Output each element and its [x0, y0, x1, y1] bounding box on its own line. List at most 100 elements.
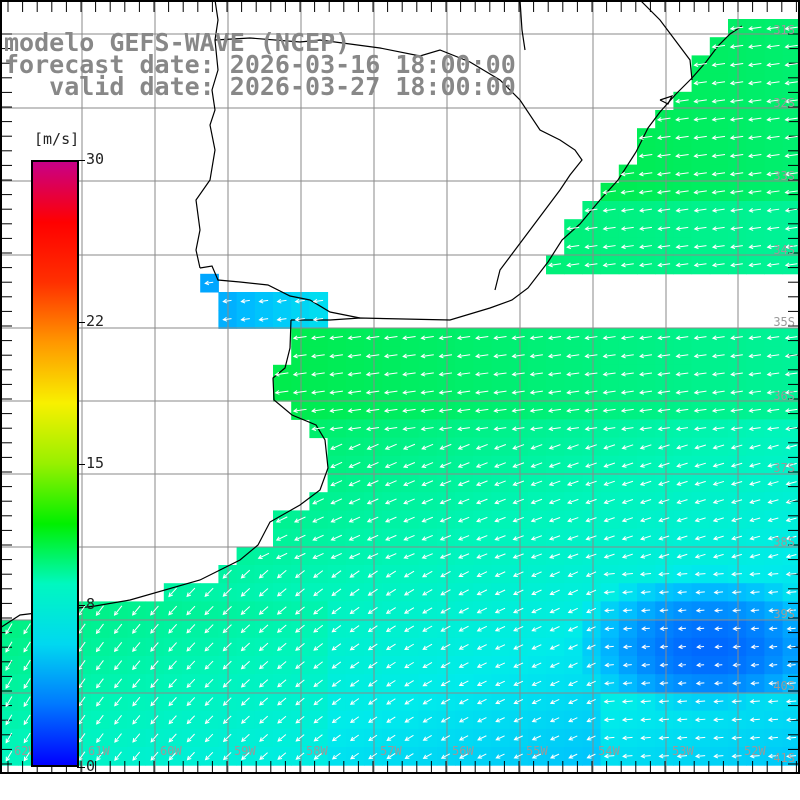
wind-arrow-head [512, 517, 518, 523]
wind-arrow [168, 697, 177, 706]
wind-arrow [749, 245, 762, 248]
wind-arrow [114, 715, 122, 725]
wind-arrow-head [132, 737, 137, 743]
wind-arrow-head [439, 481, 445, 487]
wind-arrow-head [567, 572, 573, 577]
wind-arrow [658, 263, 671, 266]
wind-arrow [132, 678, 141, 688]
wind-arrow [350, 679, 360, 687]
wind-arrow [677, 462, 688, 467]
wind-arrow-head [714, 644, 720, 650]
wind-arrow [712, 208, 725, 212]
wind-arrow [422, 607, 433, 614]
wind-arrow [259, 697, 269, 706]
wind-arrow-head [549, 554, 555, 559]
wind-arrow-head [784, 80, 790, 86]
wind-arrow [787, 664, 796, 666]
wind-arrow [366, 336, 380, 339]
wind-arrow [5, 714, 13, 725]
wind-arrow [695, 755, 706, 757]
wind-arrow-head [694, 481, 700, 486]
wind-arrow-head [312, 500, 318, 505]
wind-arrow [621, 390, 634, 394]
wind-arrow [422, 589, 433, 596]
wind-arrow [714, 700, 724, 703]
wind-arrow [604, 444, 616, 449]
wind-arrow [114, 751, 122, 761]
wind-arrow-head [566, 262, 572, 268]
wind-arrow-head [368, 718, 373, 723]
wind-arrow-head [675, 171, 681, 177]
colorbar-tick-label: 15 [86, 453, 105, 472]
wind-arrow-head [766, 44, 772, 49]
wind-arrow-head [549, 736, 555, 741]
wind-arrow-head [640, 753, 646, 759]
wind-arrow-head [347, 371, 353, 377]
wind-arrow [658, 444, 670, 449]
wind-arrow [368, 607, 378, 614]
wind-arrow-head [204, 719, 210, 725]
wind-arrow-head [366, 554, 372, 559]
wind-arrow [657, 117, 671, 121]
wind-arrow-head [367, 664, 373, 669]
wind-arrow-head [640, 717, 646, 723]
wind-arrow [694, 81, 707, 84]
wind-arrow [441, 625, 451, 632]
wind-arrow [549, 444, 561, 450]
wind-arrow-head [476, 590, 482, 596]
wind-arrow [386, 734, 396, 741]
wind-arrow-head [186, 737, 192, 743]
wind-arrow [23, 751, 31, 761]
wind-arrow [440, 607, 451, 614]
wind-arrow-head [711, 189, 717, 195]
wind-arrow-head [750, 680, 756, 686]
wind-arrow-head [729, 44, 735, 49]
wind-arrow-head [603, 463, 609, 468]
wind-arrow [785, 390, 798, 394]
wind-arrow [748, 63, 762, 66]
wind-arrow [585, 427, 598, 430]
wind-arrow-head [402, 445, 408, 450]
wind-arrow [350, 752, 359, 760]
wind-arrow-head [604, 626, 610, 632]
wind-arrow [494, 408, 507, 412]
wind-arrow-head [204, 701, 210, 706]
wind-arrow [459, 680, 469, 686]
wind-arrow-head [602, 244, 608, 250]
wind-arrow-head [150, 719, 155, 725]
wind-arrow-head [639, 408, 644, 413]
wind-arrow [731, 226, 743, 230]
wind-arrow-head [477, 736, 483, 741]
wind-arrow-head [621, 571, 627, 577]
wind-arrow-head [95, 683, 101, 689]
wind-arrow [368, 698, 378, 705]
wind-arrow [530, 336, 543, 339]
wind-arrow-head [712, 554, 718, 559]
wind-arrow-head [529, 353, 535, 359]
wind-arrow [330, 354, 343, 357]
wind-arrow-head [732, 608, 738, 613]
wind-arrow-head [240, 610, 246, 615]
wind-arrow [748, 81, 762, 84]
wind-arrow [350, 716, 360, 723]
wind-arrow [587, 662, 596, 668]
wind-arrow-head [586, 663, 592, 668]
wind-arrow [422, 625, 433, 632]
wind-arrow-head [331, 736, 337, 742]
wind-arrow-head [5, 702, 10, 708]
wind-arrow [694, 135, 707, 139]
wind-arrow [423, 698, 433, 705]
wind-arrow-head [548, 517, 554, 523]
wind-arrow [585, 208, 598, 212]
wind-arrow-head [548, 426, 554, 432]
wind-arrow [712, 336, 725, 339]
wind-arrow [694, 372, 707, 376]
wind-arrow-head [620, 408, 626, 413]
wind-arrow [548, 263, 562, 266]
wind-arrow-head [348, 554, 354, 559]
wind-arrow-head [114, 683, 119, 689]
wind-arrow-head [313, 737, 319, 742]
wind-arrow [750, 553, 761, 558]
wind-arrow [586, 498, 597, 504]
wind-arrow [348, 354, 362, 357]
